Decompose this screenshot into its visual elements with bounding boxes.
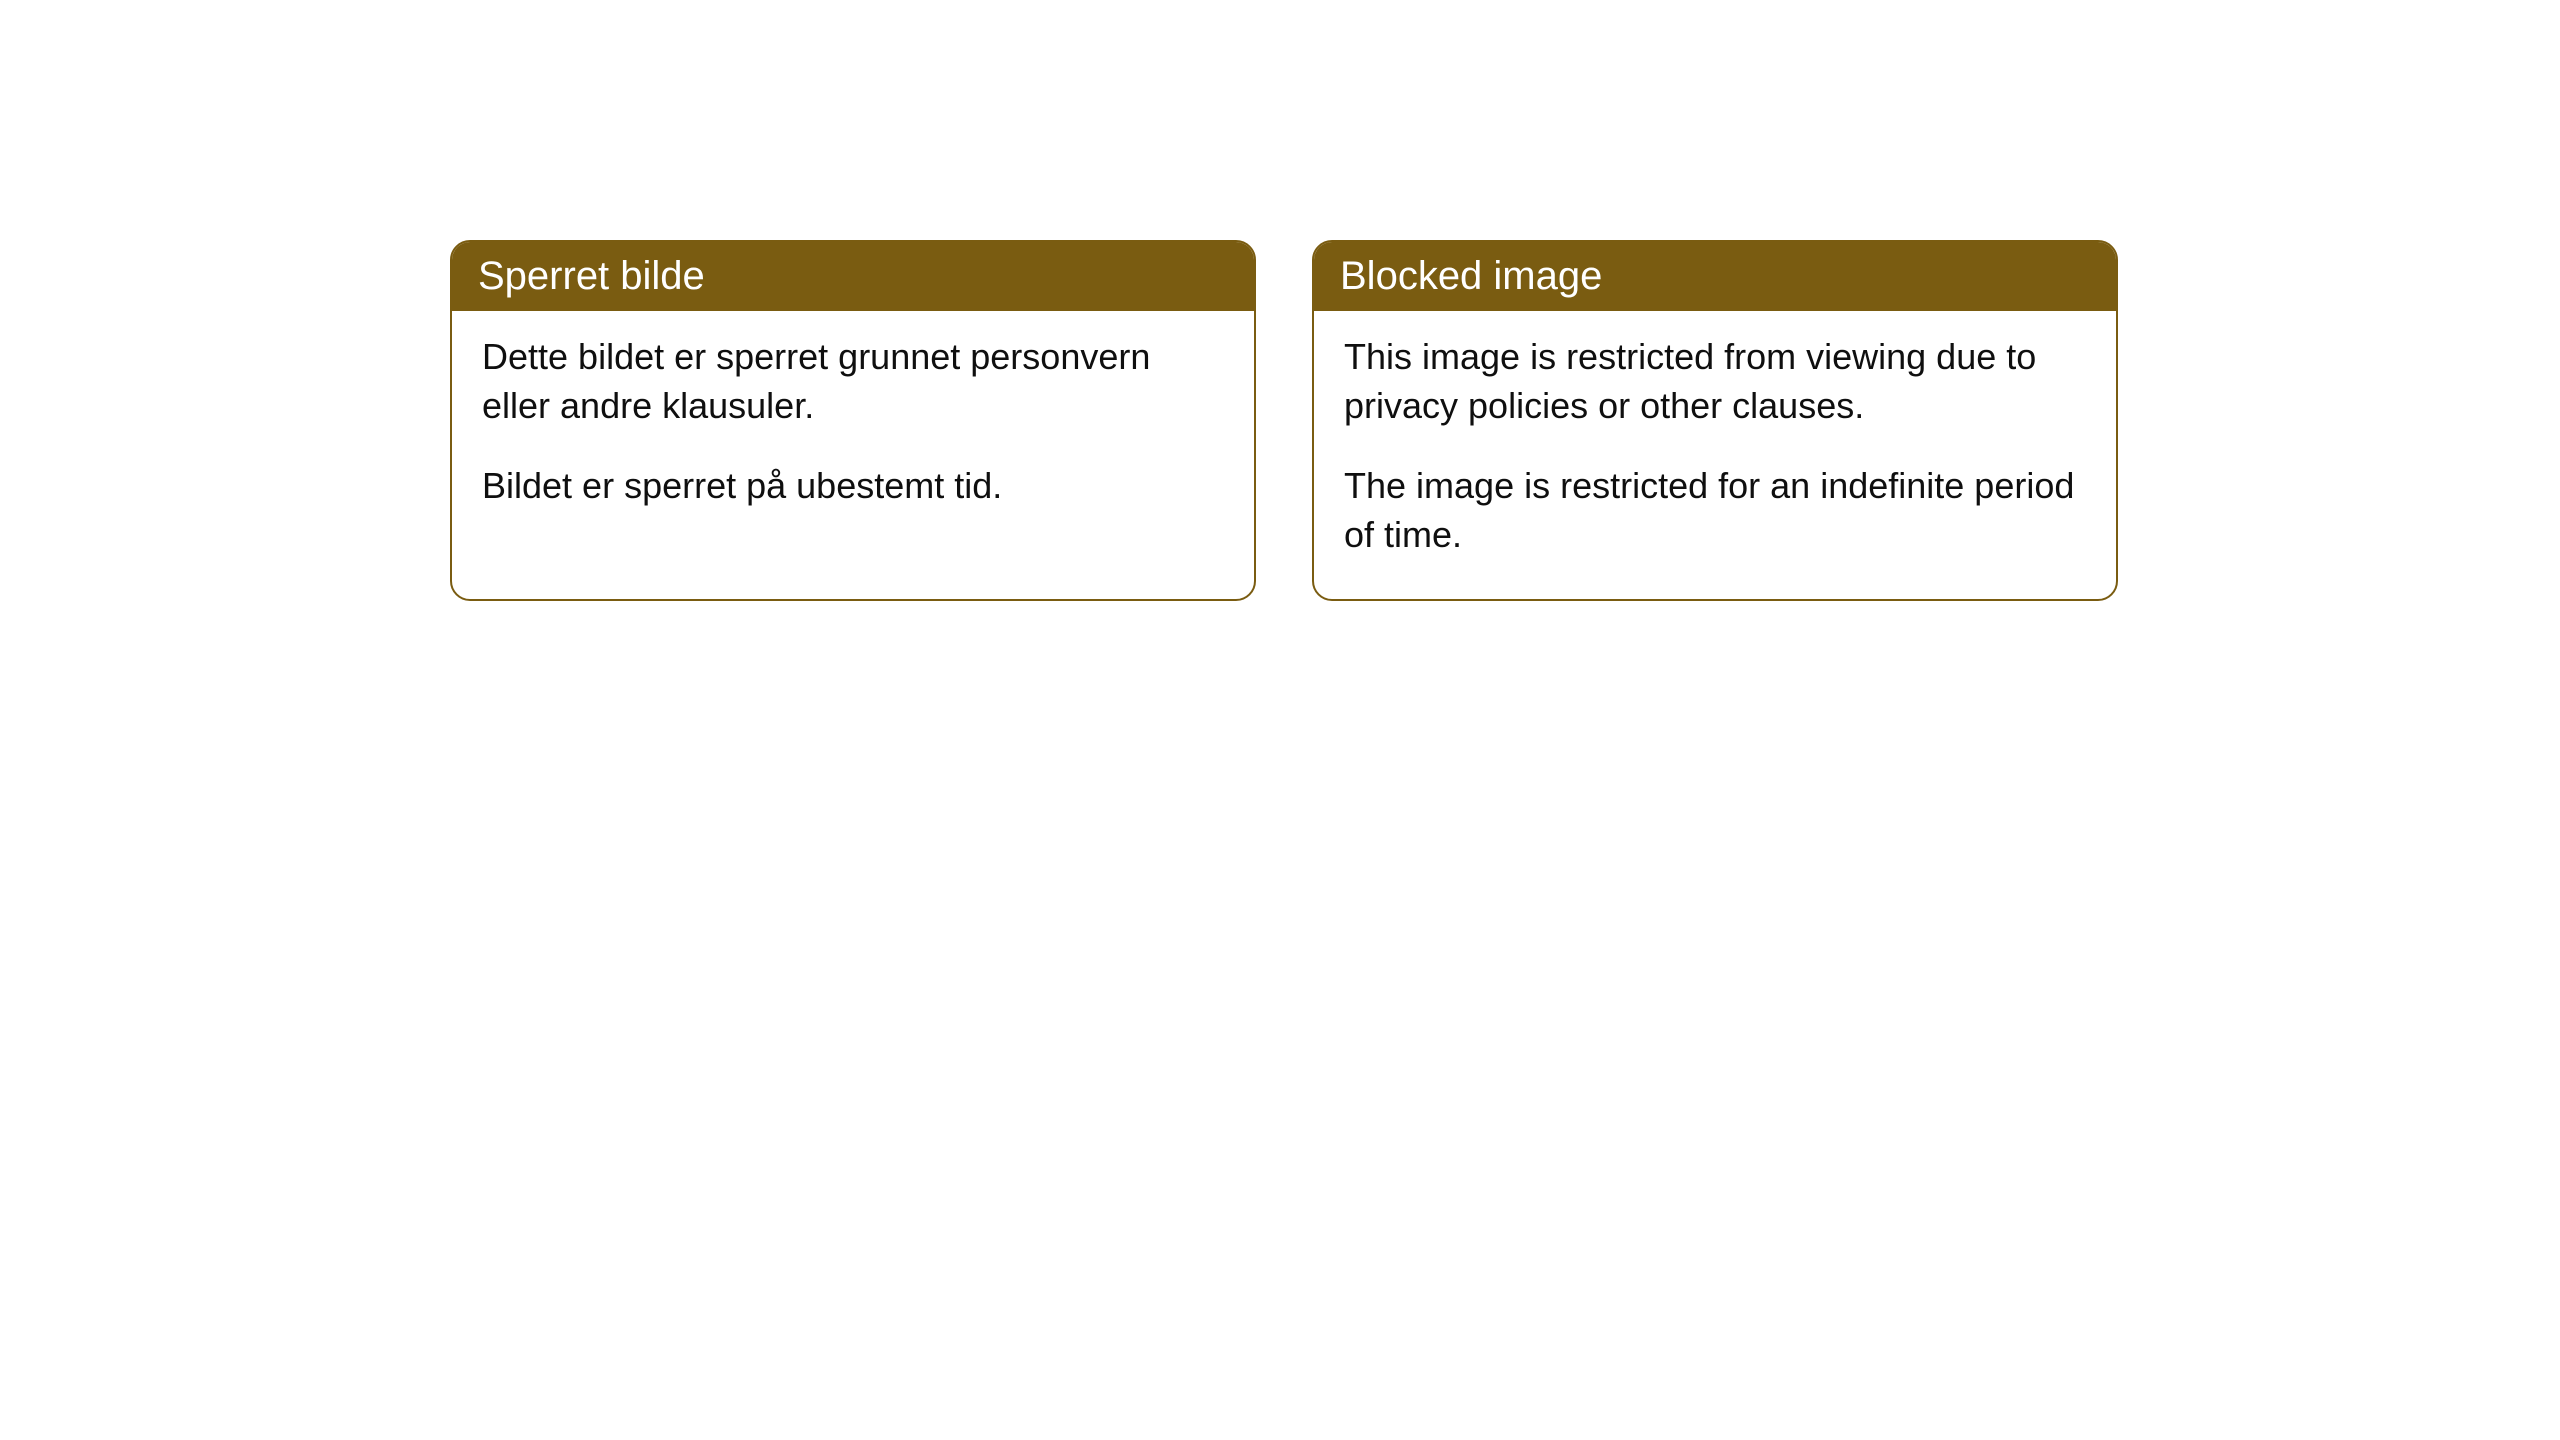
card-header: Blocked image xyxy=(1314,242,2116,311)
card-body: This image is restricted from viewing du… xyxy=(1314,311,2116,599)
card-paragraph: The image is restricted for an indefinit… xyxy=(1344,462,2086,559)
card-header: Sperret bilde xyxy=(452,242,1254,311)
card-title: Blocked image xyxy=(1340,254,1602,298)
blocked-image-card-english: Blocked image This image is restricted f… xyxy=(1312,240,2118,601)
notice-cards-container: Sperret bilde Dette bildet er sperret gr… xyxy=(450,240,2118,601)
card-title: Sperret bilde xyxy=(478,254,705,298)
card-body: Dette bildet er sperret grunnet personve… xyxy=(452,311,1254,551)
card-paragraph: Dette bildet er sperret grunnet personve… xyxy=(482,333,1224,430)
blocked-image-card-norwegian: Sperret bilde Dette bildet er sperret gr… xyxy=(450,240,1256,601)
card-paragraph: Bildet er sperret på ubestemt tid. xyxy=(482,462,1224,511)
card-paragraph: This image is restricted from viewing du… xyxy=(1344,333,2086,430)
